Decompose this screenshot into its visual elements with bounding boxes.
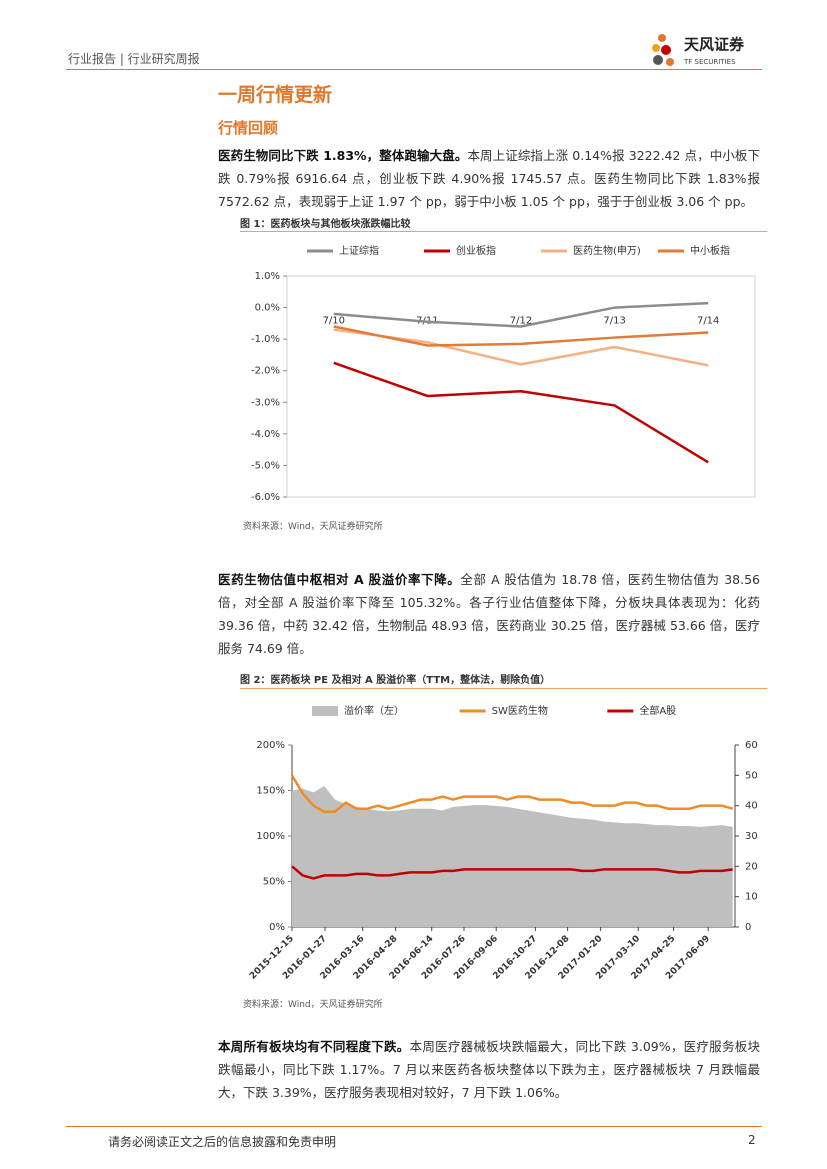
legend-label: 创业板指 (456, 244, 496, 257)
chart: -6.0% -5.0% -4.0% -3.0% -2.0% -1.0% 0.0% 1.0% 7/… (251, 244, 756, 503)
section-title: 一周行情更新 (218, 84, 333, 106)
legend-swatch (312, 706, 338, 716)
figure-rule (240, 231, 767, 232)
y-tick-label: 100% (256, 831, 285, 842)
y2-tick-label: 40 (745, 801, 758, 812)
legend-label: 全部A股 (639, 704, 676, 717)
y2-tick-label: 50 (745, 770, 758, 781)
y2-tick-label: 10 (745, 892, 758, 903)
y-tick-label: -5.0% (251, 460, 280, 471)
y2-tick-label: 60 (745, 740, 758, 751)
y-tick-label: -4.0% (251, 429, 280, 440)
legend-label: 上证综指 (339, 244, 379, 257)
y-tick-label: 200% (256, 740, 285, 751)
paragraph: 医药生物估值中枢相对 A 股溢价率下降。全部 A 股估值为 18.78 倍，医药… (218, 568, 760, 660)
paragraph: 本周所有板块均有不同程度下跌。本周医疗器械板块跌幅最大，同比下跌 3.09%，医… (218, 1035, 760, 1104)
x-tick-label: 7/13 (603, 316, 625, 327)
footer-rule (66, 1126, 762, 1127)
x-tick-label: 7/14 (697, 316, 719, 327)
legend-label: 中小板指 (690, 244, 730, 257)
line (291, 865, 733, 880)
figure-rule (240, 688, 767, 689)
logo-cn: 天风证券 (684, 36, 745, 54)
y-tick-label: 1.0% (255, 271, 280, 282)
paragraph: 医药生物同比下跌 1.83%，整体跑输大盘。本周上证综指上涨 0.14%报 32… (218, 144, 760, 213)
y2-tick-label: 30 (745, 831, 758, 842)
page-number: 2 (748, 1133, 756, 1147)
y-tick-label: -2.0% (251, 366, 280, 377)
lead: 医药生物同比下跌 1.83%，整体跑输大盘。 (218, 148, 468, 163)
y-tick-label: 50% (263, 877, 285, 888)
line (333, 361, 709, 464)
y-tick-label: -3.0% (251, 397, 280, 408)
source: 资料来源：Wind，天风证券研究所 (243, 522, 383, 532)
header-left: 行业报告 | 行业研究周报 (68, 52, 200, 66)
legend-label: SW医药生物 (492, 704, 548, 717)
x-tick-label: 7/10 (323, 316, 345, 327)
y-tick-label: 150% (256, 786, 285, 797)
y2-tick-label: 0 (745, 922, 751, 933)
body: 全部 A 股估值为 18.78 倍，医药生物估值为 38.56 倍，对全部 A … (218, 572, 760, 656)
logo: 天风证券 TF SECURITIES (652, 34, 745, 66)
line (333, 301, 709, 328)
figure-title: 图 1：医药板块与其他板块涨跌幅比较 (240, 219, 411, 230)
figure-title: 图 2：医药板块 PE 及相对 A 股溢价率（TTM，整体法，剔除负值） (240, 675, 551, 686)
y-tick-label: -6.0% (251, 492, 280, 503)
legend-label: 医药生物(申万) (573, 244, 641, 257)
footer-disclaimer: 请务必阅读正文之后的信息披露和免责申明 (108, 1135, 337, 1149)
lead: 医药生物估值中枢相对 A 股溢价率下降。 (218, 572, 461, 587)
y-tick-label: -1.0% (251, 334, 280, 345)
chart: 2015-12-152016-01-272016-03-162016-04-28… (248, 704, 758, 982)
source: 资料来源：Wind，天风证券研究所 (243, 1000, 383, 1010)
header-rule (66, 69, 762, 70)
subsection-title: 行情回顾 (218, 119, 279, 137)
y2-tick-label: 20 (745, 861, 758, 872)
line (333, 325, 709, 347)
body: 本周上证综指上涨 0.14%报 3222.42 点，中小板下跌 0.79%报 6… (218, 148, 761, 209)
body: 本周医疗器械板块跌幅最大，同比下跌 3.09%，医疗服务板块跌幅最小，同比下跌 … (218, 1039, 760, 1100)
line (290, 774, 734, 813)
logo-en: TF SECURITIES (683, 58, 736, 66)
x-tick-label: 7/12 (510, 316, 532, 327)
y-tick-label: 0% (269, 922, 285, 933)
plot-frame (286, 275, 756, 498)
area (292, 785, 733, 927)
lead: 本周所有板块均有不同程度下跌。 (218, 1039, 410, 1054)
legend-label: 溢价率（左） (344, 704, 404, 717)
y-tick-label: 0.0% (255, 303, 280, 314)
